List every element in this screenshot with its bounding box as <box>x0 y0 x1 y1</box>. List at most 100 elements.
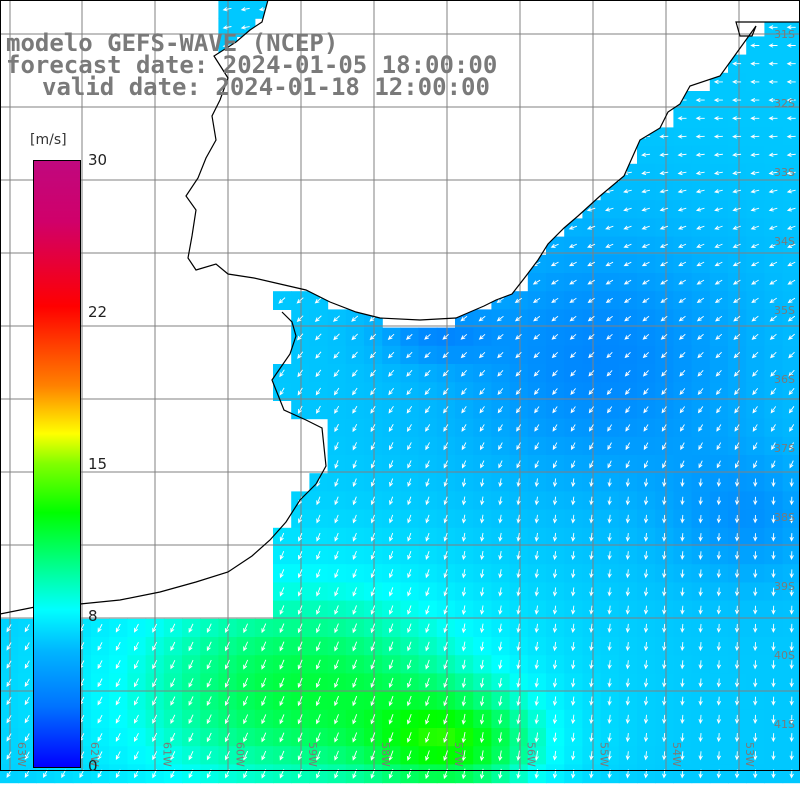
wind-arrow <box>732 243 741 248</box>
wind-arrow <box>715 315 723 322</box>
wind-arrow <box>316 532 321 542</box>
wind-arrow <box>279 677 285 688</box>
wind-arrow <box>625 696 630 706</box>
wind-arrow <box>696 279 705 285</box>
wind-arrow <box>696 243 705 248</box>
wind-arrow <box>607 551 612 561</box>
wind-arrow <box>698 569 703 579</box>
wind-arrow <box>152 732 158 743</box>
wind-arrow <box>370 496 375 506</box>
wind-arrow <box>43 769 48 779</box>
wind-arrow <box>715 351 722 359</box>
wind-arrow <box>662 714 667 724</box>
wind-arrow <box>425 424 431 432</box>
wind-arrow <box>97 696 103 706</box>
wind-arrow <box>316 750 321 761</box>
wind-arrow <box>532 279 541 285</box>
wind-arrow <box>388 714 394 725</box>
wind-arrow <box>480 623 485 634</box>
wind-arrow <box>787 315 796 322</box>
wind-arrow <box>388 405 394 414</box>
wind-arrow <box>569 352 577 359</box>
wind-arrow <box>333 333 340 341</box>
wind-arrow <box>152 623 158 633</box>
wind-arrow <box>677 189 687 194</box>
wind-arrow <box>279 732 285 743</box>
wind-arrow <box>261 677 267 688</box>
wind-arrow <box>425 496 430 506</box>
wind-arrow <box>534 714 539 725</box>
wind-arrow <box>643 587 649 597</box>
wind-arrow <box>770 369 777 377</box>
wind-arrow <box>261 696 267 707</box>
wind-arrow <box>680 678 685 688</box>
wind-arrow <box>698 424 704 432</box>
wind-arrow <box>734 733 740 743</box>
wind-arrow <box>789 587 794 597</box>
wind-arrow <box>297 659 303 670</box>
wind-arrow <box>351 369 358 378</box>
wind-arrow <box>552 569 558 579</box>
wind-arrow <box>424 406 431 414</box>
wind-arrow <box>753 551 758 560</box>
wind-arrow <box>443 659 448 670</box>
wind-arrow <box>206 659 212 670</box>
wind-arrow <box>695 207 705 212</box>
wind-arrow <box>571 641 576 652</box>
wind-arrow <box>370 424 376 433</box>
wind-arrow <box>771 696 776 706</box>
wind-arrow <box>680 660 685 670</box>
wind-arrow <box>678 315 686 322</box>
longitude-label: 57W <box>452 742 465 767</box>
wind-arrow <box>497 388 504 396</box>
wind-arrow <box>589 587 594 597</box>
wind-arrow <box>662 678 667 688</box>
wind-arrow <box>789 678 794 688</box>
wind-arrow <box>571 551 576 561</box>
wind-arrow <box>641 152 651 157</box>
wind-arrow <box>389 460 394 469</box>
wind-arrow <box>569 297 577 303</box>
wind-arrow <box>370 695 376 707</box>
wind-arrow <box>662 696 667 706</box>
wind-arrow <box>714 243 723 248</box>
wind-arrow <box>479 406 485 414</box>
wind-arrow <box>297 550 303 561</box>
wind-arrow <box>678 297 686 303</box>
wind-arrow <box>771 478 776 488</box>
wind-arrow <box>97 733 103 742</box>
wind-arrow <box>624 333 631 340</box>
wind-arrow <box>316 496 321 506</box>
wind-arrow <box>315 387 322 396</box>
wind-arrow <box>134 660 139 670</box>
wind-arrow <box>643 714 649 724</box>
longitude-label: 59W <box>306 742 319 767</box>
wind-arrow <box>660 297 668 303</box>
wind-arrow <box>443 732 448 743</box>
wind-arrow <box>552 623 558 634</box>
wind-arrow <box>695 170 705 176</box>
wind-arrow <box>297 623 303 634</box>
wind-arrow <box>716 424 722 432</box>
wind-arrow <box>587 243 596 248</box>
wind-arrow <box>750 207 760 212</box>
wind-arrow <box>388 623 394 634</box>
wind-arrow <box>6 642 12 651</box>
wind-arrow <box>425 532 430 542</box>
wind-arrow <box>206 714 212 725</box>
wind-arrow <box>680 623 685 633</box>
wind-arrow <box>170 714 176 724</box>
wind-arrow <box>753 623 758 633</box>
wind-arrow <box>625 587 630 597</box>
wind-arrow <box>789 696 794 706</box>
wind-arrow <box>534 424 540 432</box>
wind-arrow <box>460 369 467 377</box>
wind-arrow <box>152 641 158 652</box>
wind-arrow <box>550 279 559 285</box>
wind-arrow <box>261 641 267 652</box>
wind-arrow <box>607 532 612 542</box>
wind-arrow <box>370 405 376 414</box>
wind-arrow <box>388 750 394 761</box>
wind-arrow <box>605 315 613 322</box>
wind-arrow <box>461 550 467 561</box>
